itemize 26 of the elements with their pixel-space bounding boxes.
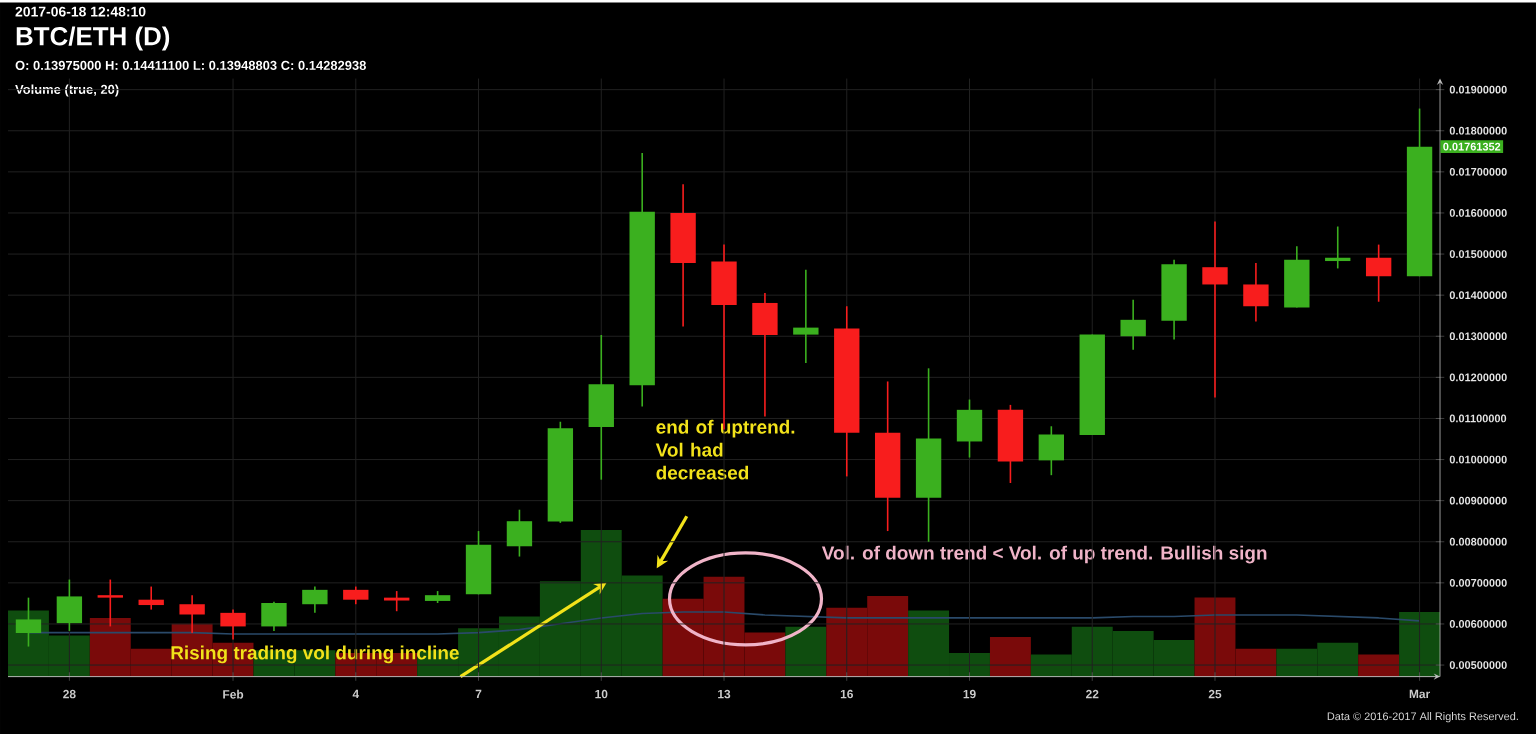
chart-title: BTC/ETH (D)	[16, 26, 170, 51]
candlestick	[384, 589, 410, 612]
candlestick	[1325, 225, 1351, 269]
candlestick	[1202, 220, 1228, 399]
candlestick	[302, 585, 328, 614]
annotation: Vol. of down trend < Vol. of up trend. Bullish sign	[821, 545, 1267, 564]
candlestick	[179, 594, 205, 634]
candlestick	[1120, 298, 1146, 351]
candlestick	[752, 292, 778, 417]
candlestick	[1284, 245, 1310, 308]
candlestick	[1365, 243, 1392, 303]
bar	[785, 626, 827, 677]
candlestick	[588, 333, 614, 481]
candlestick	[793, 268, 819, 364]
annotation: end of uptrend. Vol had decreased	[655, 419, 795, 480]
candlestick	[97, 578, 123, 627]
candlestick	[261, 600, 287, 632]
candlestick	[56, 578, 83, 632]
candlestick	[1038, 425, 1065, 476]
bar	[989, 636, 1031, 677]
candlestick	[506, 508, 533, 558]
candlestick	[956, 398, 983, 459]
candlestick	[15, 596, 42, 648]
candlestick	[220, 608, 246, 641]
candlestick	[1243, 262, 1269, 322]
candlestick	[138, 585, 164, 611]
